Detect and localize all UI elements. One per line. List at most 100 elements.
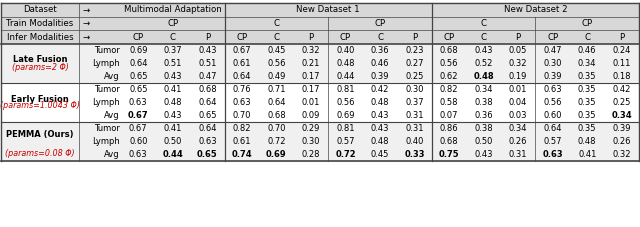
Text: 0.35: 0.35 bbox=[578, 72, 596, 81]
Text: 0.45: 0.45 bbox=[268, 46, 285, 55]
Text: Tumor: Tumor bbox=[94, 124, 120, 133]
Text: P: P bbox=[308, 32, 314, 42]
Text: 0.69: 0.69 bbox=[336, 111, 355, 120]
Text: 0.43: 0.43 bbox=[371, 111, 389, 120]
Text: 0.31: 0.31 bbox=[405, 124, 424, 133]
Text: 0.63: 0.63 bbox=[198, 137, 217, 146]
Text: 0.63: 0.63 bbox=[232, 98, 251, 107]
Text: 0.33: 0.33 bbox=[404, 150, 425, 159]
Text: 0.70: 0.70 bbox=[267, 124, 285, 133]
Text: Avg: Avg bbox=[104, 111, 120, 120]
Text: 0.56: 0.56 bbox=[267, 59, 285, 68]
Text: 0.56: 0.56 bbox=[336, 98, 355, 107]
Text: C: C bbox=[377, 32, 383, 42]
Text: 0.34: 0.34 bbox=[474, 85, 493, 94]
Text: 0.71: 0.71 bbox=[267, 85, 285, 94]
Text: 0.58: 0.58 bbox=[440, 98, 458, 107]
Text: Tumor: Tumor bbox=[94, 85, 120, 94]
Text: 0.75: 0.75 bbox=[439, 150, 460, 159]
Text: C: C bbox=[273, 32, 280, 42]
Text: 0.65: 0.65 bbox=[129, 72, 147, 81]
Text: 0.35: 0.35 bbox=[578, 111, 596, 120]
Text: 0.36: 0.36 bbox=[371, 46, 389, 55]
Text: P: P bbox=[516, 32, 521, 42]
Text: 0.70: 0.70 bbox=[232, 111, 251, 120]
Text: 0.57: 0.57 bbox=[336, 137, 355, 146]
Text: 0.60: 0.60 bbox=[129, 137, 147, 146]
Text: 0.56: 0.56 bbox=[440, 59, 458, 68]
Text: 0.44: 0.44 bbox=[336, 72, 355, 81]
Text: C: C bbox=[481, 19, 486, 28]
Text: C: C bbox=[481, 32, 486, 42]
Text: Tumor: Tumor bbox=[94, 46, 120, 55]
Text: 0.49: 0.49 bbox=[268, 72, 285, 81]
Text: 0.35: 0.35 bbox=[578, 85, 596, 94]
Text: P: P bbox=[412, 32, 417, 42]
Text: CP: CP bbox=[132, 32, 144, 42]
Text: 0.31: 0.31 bbox=[405, 111, 424, 120]
Text: 0.07: 0.07 bbox=[440, 111, 458, 120]
Text: Lymph: Lymph bbox=[92, 98, 120, 107]
Text: 0.42: 0.42 bbox=[612, 85, 631, 94]
Text: 0.34: 0.34 bbox=[578, 59, 596, 68]
Text: CP: CP bbox=[167, 19, 179, 28]
Text: 0.43: 0.43 bbox=[474, 46, 493, 55]
Text: 0.76: 0.76 bbox=[232, 85, 251, 94]
Text: 0.43: 0.43 bbox=[198, 46, 216, 55]
Text: CP: CP bbox=[374, 19, 385, 28]
Text: 0.64: 0.64 bbox=[232, 72, 251, 81]
Text: CP: CP bbox=[582, 19, 593, 28]
Text: 0.30: 0.30 bbox=[301, 137, 320, 146]
Text: 0.72: 0.72 bbox=[267, 137, 285, 146]
Text: 0.39: 0.39 bbox=[612, 124, 631, 133]
Text: Avg: Avg bbox=[104, 72, 120, 81]
Text: 0.24: 0.24 bbox=[612, 46, 631, 55]
Text: 0.40: 0.40 bbox=[336, 46, 355, 55]
Text: 0.68: 0.68 bbox=[267, 111, 285, 120]
Text: 0.36: 0.36 bbox=[474, 111, 493, 120]
Text: 0.50: 0.50 bbox=[474, 137, 493, 146]
Text: 0.50: 0.50 bbox=[164, 137, 182, 146]
Text: 0.64: 0.64 bbox=[543, 124, 562, 133]
Text: 0.48: 0.48 bbox=[371, 137, 389, 146]
Text: 0.68: 0.68 bbox=[440, 137, 458, 146]
Text: 0.43: 0.43 bbox=[164, 111, 182, 120]
Text: 0.32: 0.32 bbox=[612, 150, 631, 159]
Text: 0.44: 0.44 bbox=[163, 150, 183, 159]
Text: 0.17: 0.17 bbox=[301, 85, 320, 94]
Text: 0.25: 0.25 bbox=[612, 98, 631, 107]
Text: 0.61: 0.61 bbox=[232, 137, 251, 146]
Text: New Dataset 2: New Dataset 2 bbox=[504, 5, 567, 15]
Text: C: C bbox=[170, 32, 176, 42]
Text: 0.72: 0.72 bbox=[335, 150, 356, 159]
Text: 0.48: 0.48 bbox=[164, 98, 182, 107]
Text: 0.64: 0.64 bbox=[198, 98, 216, 107]
Text: 0.01: 0.01 bbox=[301, 98, 320, 107]
Text: 0.37: 0.37 bbox=[163, 46, 182, 55]
Text: 0.34: 0.34 bbox=[611, 111, 632, 120]
Text: 0.63: 0.63 bbox=[542, 150, 563, 159]
Text: 0.74: 0.74 bbox=[232, 150, 252, 159]
Text: 0.28: 0.28 bbox=[301, 150, 320, 159]
Text: CP: CP bbox=[444, 32, 454, 42]
Text: 0.48: 0.48 bbox=[474, 72, 494, 81]
Text: 0.46: 0.46 bbox=[371, 59, 389, 68]
Text: Multimodal Adaptation: Multimodal Adaptation bbox=[124, 5, 221, 15]
Text: Avg: Avg bbox=[104, 150, 120, 159]
Text: (params=2 Φ): (params=2 Φ) bbox=[12, 62, 68, 72]
Text: →: → bbox=[83, 32, 90, 42]
Text: CP: CP bbox=[547, 32, 558, 42]
Text: →: → bbox=[83, 5, 90, 15]
Text: 0.63: 0.63 bbox=[129, 150, 148, 159]
Text: 0.34: 0.34 bbox=[509, 124, 527, 133]
Text: 0.60: 0.60 bbox=[543, 111, 562, 120]
Text: 0.81: 0.81 bbox=[336, 124, 355, 133]
Text: 0.68: 0.68 bbox=[440, 46, 458, 55]
Text: 0.30: 0.30 bbox=[405, 85, 424, 94]
Text: 0.45: 0.45 bbox=[371, 150, 389, 159]
Text: 0.81: 0.81 bbox=[336, 85, 355, 94]
Text: 0.62: 0.62 bbox=[440, 72, 458, 81]
Text: 0.39: 0.39 bbox=[371, 72, 389, 81]
Text: 0.48: 0.48 bbox=[336, 59, 355, 68]
Text: 0.51: 0.51 bbox=[164, 59, 182, 68]
